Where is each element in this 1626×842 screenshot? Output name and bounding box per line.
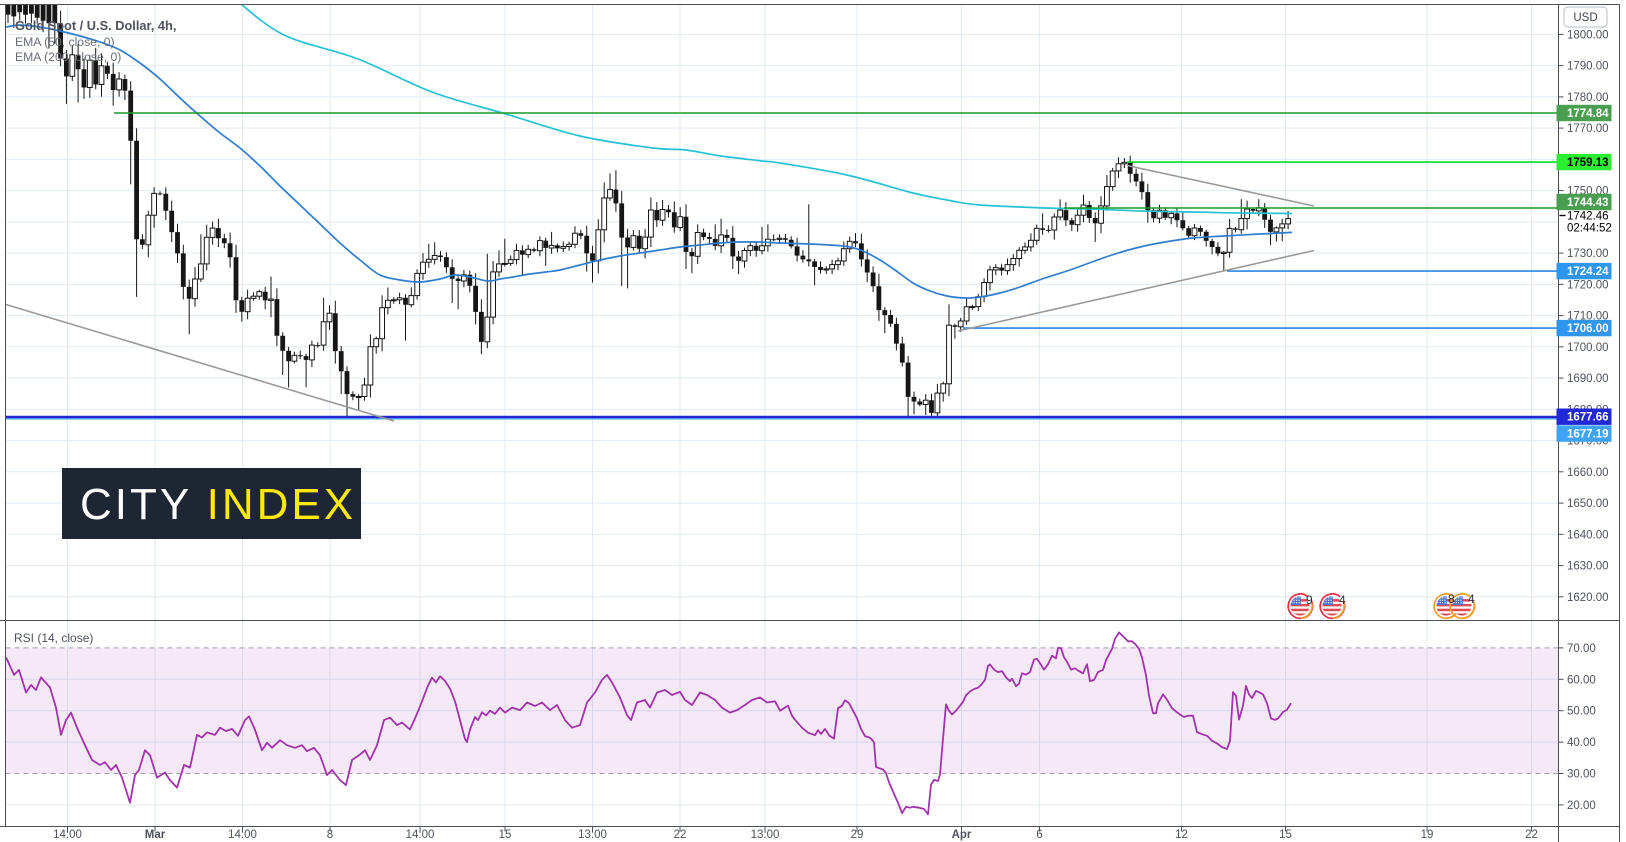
svg-text:1690.00: 1690.00	[1567, 373, 1609, 385]
svg-text:9: 9	[1306, 593, 1313, 607]
svg-text:8: 8	[1448, 592, 1455, 606]
svg-text:Gold Spot / U.S. Dollar, 4h,: Gold Spot / U.S. Dollar, 4h,	[15, 18, 176, 33]
svg-text:30.00: 30.00	[1567, 769, 1596, 781]
svg-text:02:44:52: 02:44:52	[1567, 223, 1612, 235]
svg-text:14:00: 14:00	[406, 829, 435, 841]
svg-text:50.00: 50.00	[1567, 706, 1596, 718]
svg-text:22: 22	[674, 829, 687, 841]
svg-text:1677.19: 1677.19	[1567, 429, 1609, 441]
svg-text:1759.13: 1759.13	[1567, 157, 1609, 169]
svg-text:RSI (14, close): RSI (14, close)	[14, 631, 93, 645]
svg-text:15: 15	[499, 829, 512, 841]
svg-text:4: 4	[1468, 592, 1475, 606]
svg-text:8: 8	[327, 829, 333, 841]
svg-text:1706.00: 1706.00	[1567, 323, 1609, 335]
svg-text:Apr: Apr	[952, 829, 972, 841]
svg-text:1730.00: 1730.00	[1567, 248, 1609, 260]
svg-text:1774.84: 1774.84	[1567, 108, 1609, 120]
svg-text:1742.46: 1742.46	[1567, 211, 1609, 223]
svg-text:19: 19	[1421, 829, 1434, 841]
svg-text:40.00: 40.00	[1567, 737, 1596, 749]
svg-text:1720.00: 1720.00	[1567, 279, 1609, 291]
svg-text:1640.00: 1640.00	[1567, 529, 1609, 541]
svg-text:15: 15	[1279, 829, 1292, 841]
svg-text:13:00: 13:00	[751, 829, 780, 841]
svg-text:12: 12	[1175, 829, 1188, 841]
svg-text:1724.24: 1724.24	[1567, 266, 1609, 278]
svg-text:1660.00: 1660.00	[1567, 467, 1609, 479]
svg-text:CITY INDEX: CITY INDEX	[80, 480, 356, 529]
svg-text:1770.00: 1770.00	[1567, 123, 1609, 135]
svg-text:1650.00: 1650.00	[1567, 498, 1609, 510]
svg-text:14:00: 14:00	[228, 829, 257, 841]
svg-text:USD: USD	[1573, 12, 1597, 24]
svg-text:6: 6	[1036, 829, 1042, 841]
svg-text:EMA (50, close, 0): EMA (50, close, 0)	[15, 35, 115, 49]
svg-text:EMA (200, close, 0): EMA (200, close, 0)	[15, 50, 121, 64]
svg-text:1744.43: 1744.43	[1567, 197, 1609, 209]
svg-text:1790.00: 1790.00	[1567, 61, 1609, 73]
svg-text:22: 22	[1525, 829, 1538, 841]
svg-text:1620.00: 1620.00	[1567, 592, 1609, 604]
svg-text:1677.66: 1677.66	[1567, 412, 1609, 424]
svg-text:1700.00: 1700.00	[1567, 342, 1609, 354]
svg-text:1780.00: 1780.00	[1567, 92, 1609, 104]
svg-text:1630.00: 1630.00	[1567, 561, 1609, 573]
svg-text:13:00: 13:00	[578, 829, 607, 841]
svg-text:20.00: 20.00	[1567, 800, 1596, 812]
svg-text:60.00: 60.00	[1567, 674, 1596, 686]
svg-text:1710.00: 1710.00	[1567, 311, 1609, 323]
svg-text:14:00: 14:00	[53, 829, 82, 841]
svg-text:4: 4	[1339, 593, 1346, 607]
svg-text:Mar: Mar	[145, 829, 166, 841]
svg-text:29: 29	[851, 829, 864, 841]
svg-text:1800.00: 1800.00	[1567, 29, 1609, 41]
svg-text:70.00: 70.00	[1567, 643, 1596, 655]
